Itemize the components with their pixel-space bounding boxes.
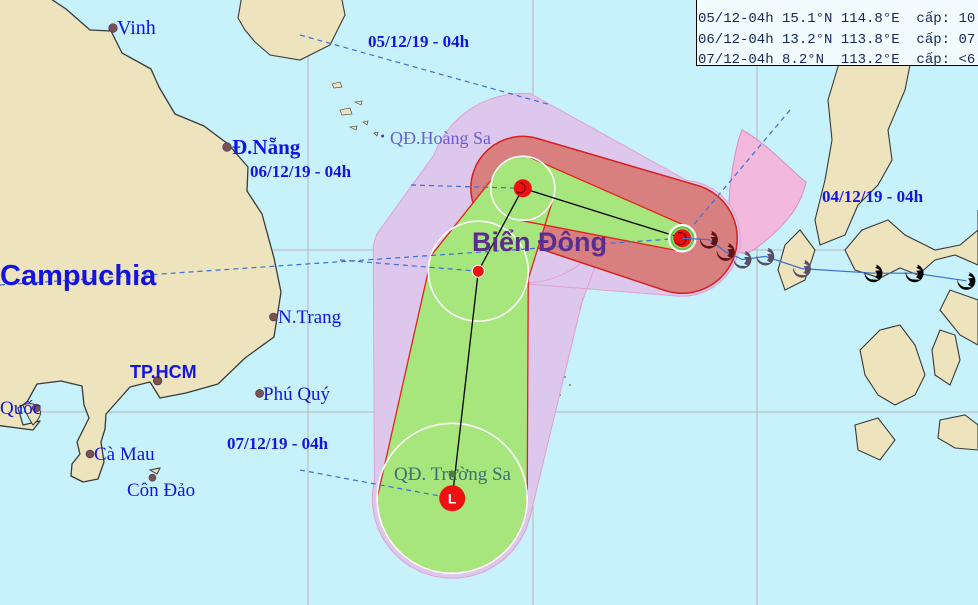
svg-text:L: L <box>448 491 457 507</box>
